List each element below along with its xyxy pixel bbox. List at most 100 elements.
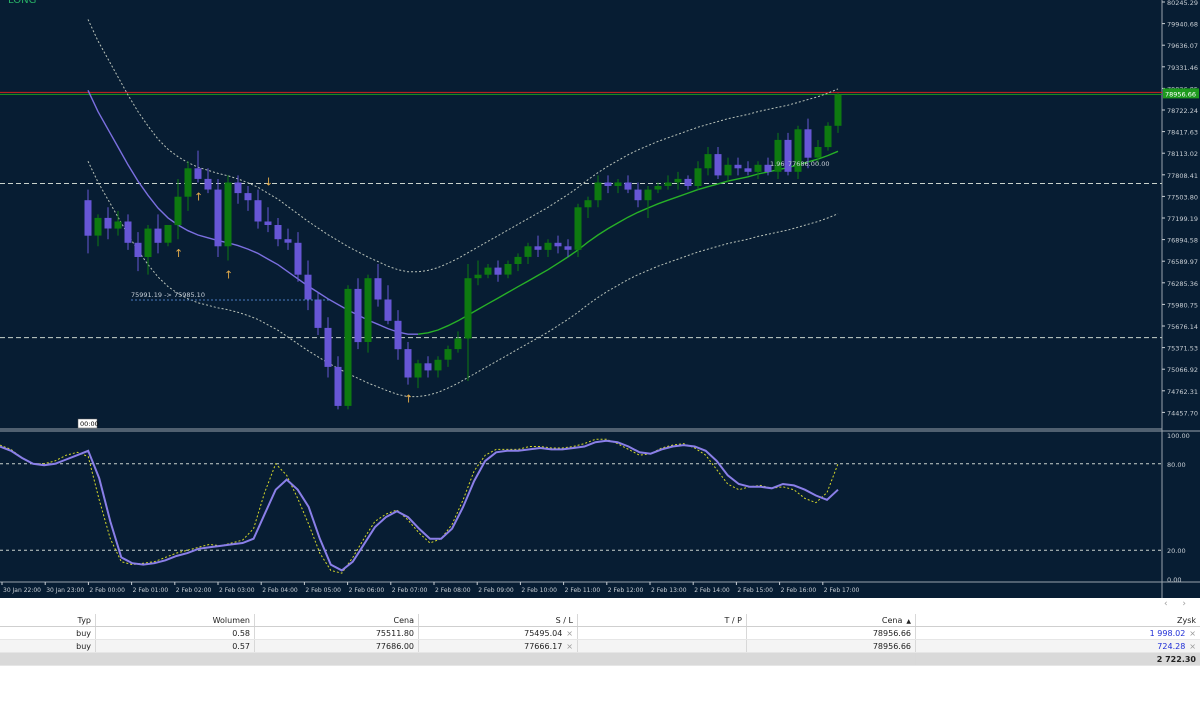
col-header-stop-loss[interactable]: S / L (418, 614, 578, 627)
buy-arrow-icon: ↑ (404, 393, 413, 406)
table-row[interactable]: buy 0.57 77686.00 77666.17 × 78956.66 724… (0, 639, 1200, 653)
col-header-profit-label: Zysk (1176, 615, 1196, 625)
candle-body (414, 363, 422, 378)
candle-body (834, 94, 842, 126)
price-tick-label: 76894.58 (1167, 237, 1198, 245)
cell-type: buy (0, 639, 96, 653)
cell-open-price: 77686.00 (254, 639, 419, 653)
candle-body (524, 246, 532, 257)
candle-body (314, 299, 322, 328)
candle-body (434, 359, 442, 371)
candle-body (564, 246, 572, 250)
candle-body (574, 207, 582, 250)
time-marker-box (77, 418, 98, 429)
chart-window[interactable]: LONG80245.2979940.6879636.0779331.467902… (0, 0, 1200, 598)
entry-annotation: 75991.19 -> 75985.10 (131, 291, 205, 299)
candle-body (424, 363, 432, 371)
candle-body (494, 267, 502, 275)
oscillator-tick-label: 100.00 (1167, 432, 1190, 440)
chart-canvas[interactable]: LONG80245.2979940.6879636.0779331.467902… (0, 0, 1200, 598)
current-price-box (1163, 88, 1199, 99)
candle-body (794, 129, 802, 172)
trade-table: Typ Wolumen Cena S / L T / P Cena ▲ Zysk … (0, 614, 1200, 666)
candle-body (504, 264, 512, 275)
col-header-open-price[interactable]: Cena (254, 614, 419, 627)
cell-volume: 0.58 (95, 626, 255, 640)
candle-body (164, 225, 172, 243)
candle-body (204, 178, 212, 190)
candle-body (364, 278, 372, 342)
profit-value: 1 998.02 (1149, 628, 1186, 638)
table-row[interactable]: buy 0.58 75511.80 75495.04 × 78956.66 1 9… (0, 626, 1200, 640)
candle-body (234, 182, 242, 194)
oscillator-tick-label: 80.00 (1167, 461, 1186, 469)
scroll-arrows[interactable]: ‹ › (1163, 599, 1192, 609)
cell-open-price: 75511.80 (254, 626, 419, 640)
price-tick-label: 80245.29 (1167, 0, 1198, 7)
price-tick-label: 75676.14 (1167, 323, 1198, 331)
candle-body (84, 200, 92, 236)
candle-body (344, 288, 352, 406)
close-icon[interactable]: × (1189, 641, 1196, 651)
time-tick-label: 2 Feb 12:00 (608, 587, 644, 594)
time-tick-label: 2 Feb 14:00 (694, 587, 730, 594)
price-tick-label: 78722.24 (1167, 107, 1198, 115)
candle-body (664, 182, 672, 186)
price-tick-label: 77503.80 (1167, 193, 1198, 201)
price-tick-label: 75371.53 (1167, 345, 1198, 353)
candle-body (704, 154, 712, 169)
price-tick-label: 79331.46 (1167, 64, 1198, 72)
price-tick-label: 74457.70 (1167, 409, 1198, 417)
col-header-current-price[interactable]: Cena ▲ (746, 614, 916, 627)
time-tick-label: 2 Feb 07:00 (392, 587, 428, 594)
oscillator-tick-label: 0.00 (1167, 576, 1181, 584)
cell-take-profit (577, 639, 747, 653)
candle-body (114, 221, 122, 229)
candle-body (224, 182, 232, 247)
candle-body (264, 221, 272, 225)
chart-title: LONG (8, 0, 36, 6)
candle-body (254, 200, 262, 222)
candle-body (814, 147, 822, 158)
col-header-stop-loss-label: S / L (555, 615, 573, 625)
candle-body (534, 246, 542, 250)
price-tick-label: 76589.97 (1167, 258, 1198, 266)
upper-band (87, 19, 839, 273)
candle-body (804, 129, 812, 158)
col-header-type[interactable]: Typ (0, 614, 96, 627)
cell-current-price: 78956.66 (746, 626, 916, 640)
buy-arrow-icon: ↑ (174, 247, 183, 260)
candle-body (154, 228, 162, 243)
time-marker-label: 00:00 (80, 420, 99, 428)
time-tick-label: 2 Feb 17:00 (824, 587, 860, 594)
cell-stop-loss: 77666.17 × (418, 639, 578, 653)
time-tick-label: 2 Feb 10:00 (521, 587, 557, 594)
buy-arrow-icon: ↑ (194, 190, 203, 203)
candle-body (764, 164, 772, 172)
close-icon[interactable]: × (566, 628, 573, 638)
current-price-label: 78956.66 (1165, 90, 1196, 98)
candle-body (674, 178, 682, 183)
candle-body (244, 193, 252, 201)
cell-volume: 0.57 (95, 639, 255, 653)
time-tick-label: 2 Feb 08:00 (435, 587, 471, 594)
total-spacer (0, 652, 916, 666)
col-header-profit[interactable]: Zysk (915, 614, 1200, 627)
col-header-volume[interactable]: Wolumen (95, 614, 255, 627)
price-tick-label: 79636.07 (1167, 42, 1198, 50)
col-header-take-profit-label: T / P (724, 615, 743, 625)
close-icon[interactable]: × (1189, 628, 1196, 638)
time-tick-label: 2 Feb 15:00 (737, 587, 773, 594)
close-icon[interactable]: × (566, 641, 573, 651)
candle-body (324, 327, 332, 367)
price-tick-label: 78113.02 (1167, 150, 1198, 158)
sell-arrow-icon: ↓ (264, 175, 273, 188)
candle-body (294, 242, 302, 275)
candle-body (194, 168, 202, 179)
time-tick-label: 2 Feb 06:00 (349, 587, 385, 594)
col-header-open-price-label: Cena (393, 615, 414, 625)
price-tick-label: 77199.19 (1167, 215, 1198, 223)
col-header-take-profit[interactable]: T / P (577, 614, 747, 627)
chart-scrollbar[interactable]: ‹ › (0, 598, 1200, 614)
candle-body (684, 178, 692, 186)
